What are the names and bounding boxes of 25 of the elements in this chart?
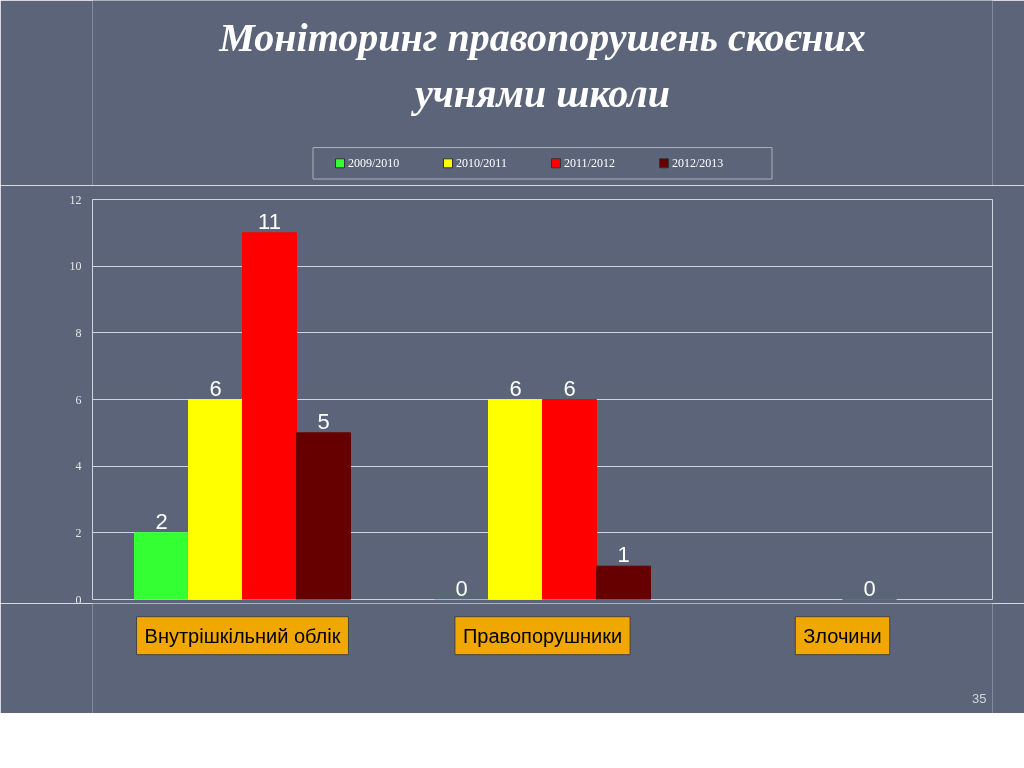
y-tick-label: 6 xyxy=(75,392,82,407)
y-tick-label: 0 xyxy=(75,592,82,607)
data-label: 5 xyxy=(317,408,330,434)
y-tick-label: 12 xyxy=(69,192,82,207)
data-label: 0 xyxy=(863,575,876,601)
legend-label: 2012/2013 xyxy=(672,156,724,171)
x-tick-label: Злочини xyxy=(803,624,882,647)
legend-label: 2009/2010 xyxy=(348,156,400,171)
chart-title: Моніторинг правопорушень скоєних учнями школи xyxy=(218,15,866,116)
data-label: 2 xyxy=(155,508,168,534)
data-label: 6 xyxy=(563,375,576,401)
data-label: 0 xyxy=(455,575,468,601)
text: 35 xyxy=(972,690,987,706)
data-label: 6 xyxy=(509,375,522,401)
data-label: 1 xyxy=(617,542,630,568)
x-tick-label: Внутрішкільний облік xyxy=(144,624,341,647)
legend-label: 2011/2012 xyxy=(564,156,615,171)
y-tick-label: 8 xyxy=(75,325,82,340)
x-tick-label: Правопорушники xyxy=(462,624,623,647)
legend-label: 2010/2011 xyxy=(456,156,507,171)
data-label: 6 xyxy=(209,375,222,401)
y-tick-label: 10 xyxy=(69,259,82,274)
y-tick-label: 4 xyxy=(75,459,82,474)
data-label: 11 xyxy=(258,208,281,234)
y-tick-label: 2 xyxy=(75,525,82,540)
